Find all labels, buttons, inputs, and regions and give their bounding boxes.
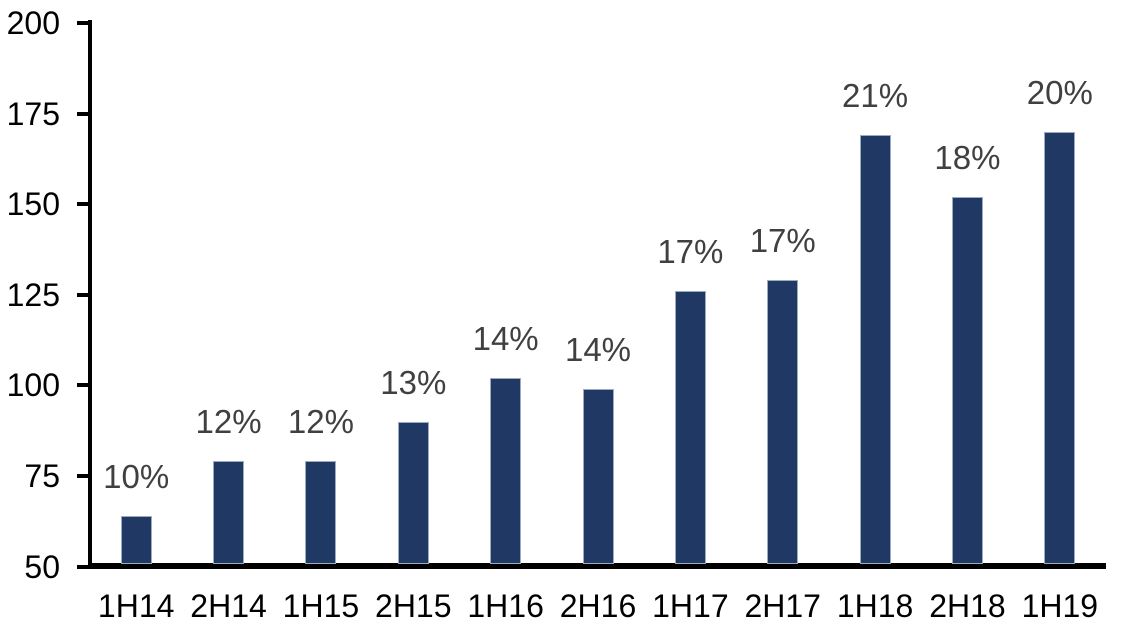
bar-value-label: 17%: [749, 222, 816, 260]
y-axis-tick-label: 100: [6, 367, 60, 404]
y-axis-tick-label: 200: [6, 5, 60, 41]
bar: [490, 378, 522, 564]
y-axis-tick-label: 150: [6, 186, 60, 223]
x-axis-tick-label: 1H16: [467, 588, 544, 624]
bar: [859, 135, 891, 564]
x-axis-tick-label: 2H15: [375, 588, 452, 624]
y-axis-tick: [77, 383, 88, 388]
y-axis-tick: [77, 473, 88, 478]
x-axis-tick-label: 1H15: [282, 588, 360, 624]
bar-value-label: 17%: [657, 233, 724, 271]
x-axis-tick-label: 2H18: [929, 588, 1006, 624]
bar: [674, 291, 706, 564]
bar-value-label: 20%: [1026, 73, 1093, 111]
x-axis-line: [88, 563, 1106, 569]
y-axis-tick-label: 125: [6, 276, 60, 313]
x-axis-tick-label: 2H17: [744, 588, 821, 624]
y-axis-tick: [77, 292, 88, 297]
y-axis-tick: [77, 21, 88, 25]
y-axis-tick: [77, 564, 88, 569]
y-axis-tick: [77, 202, 88, 207]
x-axis-tick-label: 2H14: [190, 588, 267, 624]
x-axis-tick-label: 1H14: [97, 588, 175, 624]
x-axis-tick-label: 1H17: [652, 588, 729, 624]
bar: [1044, 131, 1076, 564]
bar-value-label: 13%: [380, 363, 447, 401]
x-axis-tick-label: 1H19: [1021, 588, 1099, 624]
bar-value-label: 14%: [472, 320, 539, 358]
y-axis-tick-label: 175: [6, 95, 60, 132]
x-axis-tick-label: 1H18: [836, 588, 914, 624]
bar-value-label: 10%: [103, 457, 170, 495]
bar-value-label: 21%: [842, 77, 909, 115]
bar: [767, 280, 799, 564]
bar: [951, 196, 983, 564]
y-axis-tick: [77, 111, 88, 116]
y-axis-tick-label: 50: [24, 548, 60, 585]
bar: [213, 461, 245, 564]
bar-value-label: 12%: [195, 403, 262, 441]
bar: [397, 421, 429, 564]
bar: [120, 515, 152, 564]
bar-value-label: 18%: [934, 138, 1001, 176]
bar: [305, 461, 337, 564]
x-axis-tick-label: 2H16: [559, 588, 637, 624]
bar-value-label: 14%: [564, 330, 632, 368]
y-axis-line: [88, 20, 92, 569]
bar: [582, 388, 614, 564]
y-axis-tick-label: 75: [24, 457, 60, 494]
bar-value-label: 12%: [287, 403, 354, 441]
